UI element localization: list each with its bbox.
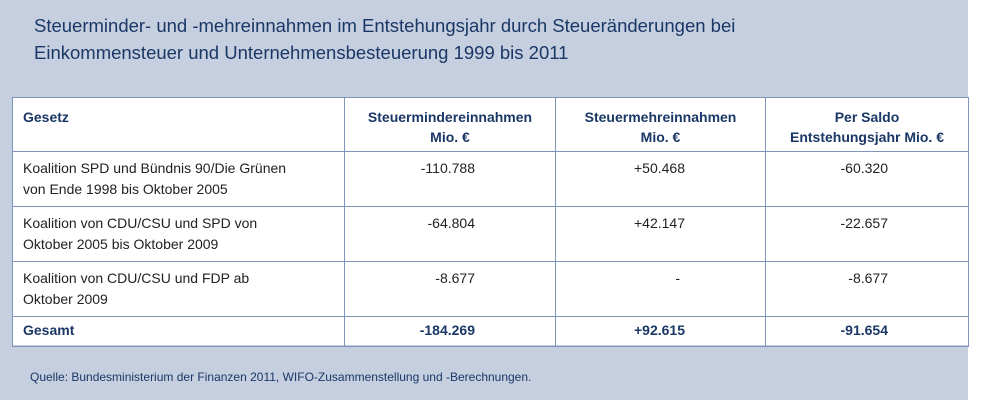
- total-mehr: +92.615: [555, 316, 766, 347]
- gesetz-line1: Koalition von CDU/CSU und SPD von: [23, 215, 258, 231]
- cell-saldo: -8.677: [765, 261, 969, 317]
- cell-minder: -64.804: [344, 206, 556, 262]
- cell-mehr: -: [555, 261, 766, 317]
- table-header-row: Gesetz Steuermindereinnahmen Mio. € Steu…: [12, 97, 969, 152]
- gesetz-line2: von Ende 1998 bis Oktober 2005: [23, 181, 228, 197]
- title-line-2: Einkommensteuer und Unternehmensbesteuer…: [34, 42, 569, 63]
- gesetz-line1: Koalition von CDU/CSU und FDP ab: [23, 270, 250, 286]
- source-note: Quelle: Bundesministerium der Finanzen 2…: [30, 370, 532, 384]
- gesetz-line1: Koalition SPD und Bündnis 90/Die Grünen: [23, 160, 287, 176]
- header-minder: Steuermindereinnahmen Mio. €: [344, 97, 556, 152]
- header-mehr-line1: Steuermehreinnahmen: [584, 109, 737, 125]
- cell-gesetz: Koalition von CDU/CSU und FDP ab Oktober…: [12, 261, 345, 317]
- tax-table: Gesetz Steuermindereinnahmen Mio. € Steu…: [12, 97, 969, 347]
- header-saldo: Per Saldo Entstehungsjahr Mio. €: [765, 97, 969, 152]
- header-mehr: Steuermehreinnahmen Mio. €: [555, 97, 766, 152]
- header-minder-line2: Mio. €: [430, 129, 470, 145]
- table-row: Koalition SPD und Bündnis 90/Die Grünen …: [12, 151, 969, 207]
- total-saldo: -91.654: [765, 316, 969, 347]
- cell-minder: -8.677: [344, 261, 556, 317]
- table-row: Koalition von CDU/CSU und SPD von Oktobe…: [12, 206, 969, 262]
- figure-title: Steuerminder- und -mehreinnahmen im Ents…: [34, 12, 934, 66]
- total-minder: -184.269: [344, 316, 556, 347]
- total-label: Gesamt: [12, 316, 345, 347]
- table-container: Gesetz Steuermindereinnahmen Mio. € Steu…: [12, 97, 969, 347]
- cell-mehr: +50.468: [555, 151, 766, 207]
- total-row: Gesamt -184.269 +92.615 -91.654: [12, 316, 969, 347]
- header-mehr-line2: Mio. €: [640, 129, 681, 145]
- title-line-1: Steuerminder- und -mehreinnahmen im Ents…: [34, 15, 736, 36]
- table-row: Koalition von CDU/CSU und FDP ab Oktober…: [12, 261, 969, 317]
- cell-saldo: -60.320: [765, 151, 969, 207]
- header-gesetz-text: Gesetz: [23, 109, 69, 125]
- gesetz-line2: Oktober 2005 bis Oktober 2009: [23, 236, 219, 252]
- cell-minder: -110.788: [344, 151, 556, 207]
- header-minder-line1: Steuermindereinnahmen: [367, 109, 533, 125]
- cell-gesetz: Koalition von CDU/CSU und SPD von Oktobe…: [12, 206, 345, 262]
- gesetz-line2: Oktober 2009: [23, 291, 108, 307]
- header-gesetz: Gesetz: [12, 97, 345, 152]
- cell-saldo: -22.657: [765, 206, 969, 262]
- cell-gesetz: Koalition SPD und Bündnis 90/Die Grünen …: [12, 151, 345, 207]
- header-saldo-line2: Entstehungsjahr Mio. €: [789, 129, 944, 145]
- header-saldo-line1: Per Saldo: [834, 109, 900, 125]
- cell-mehr: +42.147: [555, 206, 766, 262]
